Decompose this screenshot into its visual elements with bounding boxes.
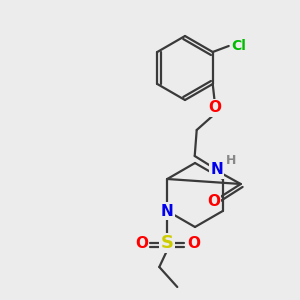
Text: O: O <box>207 194 220 209</box>
Text: N: N <box>161 203 174 218</box>
Text: S: S <box>161 234 174 252</box>
Text: Cl: Cl <box>231 39 246 53</box>
Text: O: O <box>135 236 148 250</box>
Text: N: N <box>210 163 223 178</box>
Text: O: O <box>187 236 200 250</box>
Text: O: O <box>208 100 221 116</box>
Text: H: H <box>226 154 236 166</box>
